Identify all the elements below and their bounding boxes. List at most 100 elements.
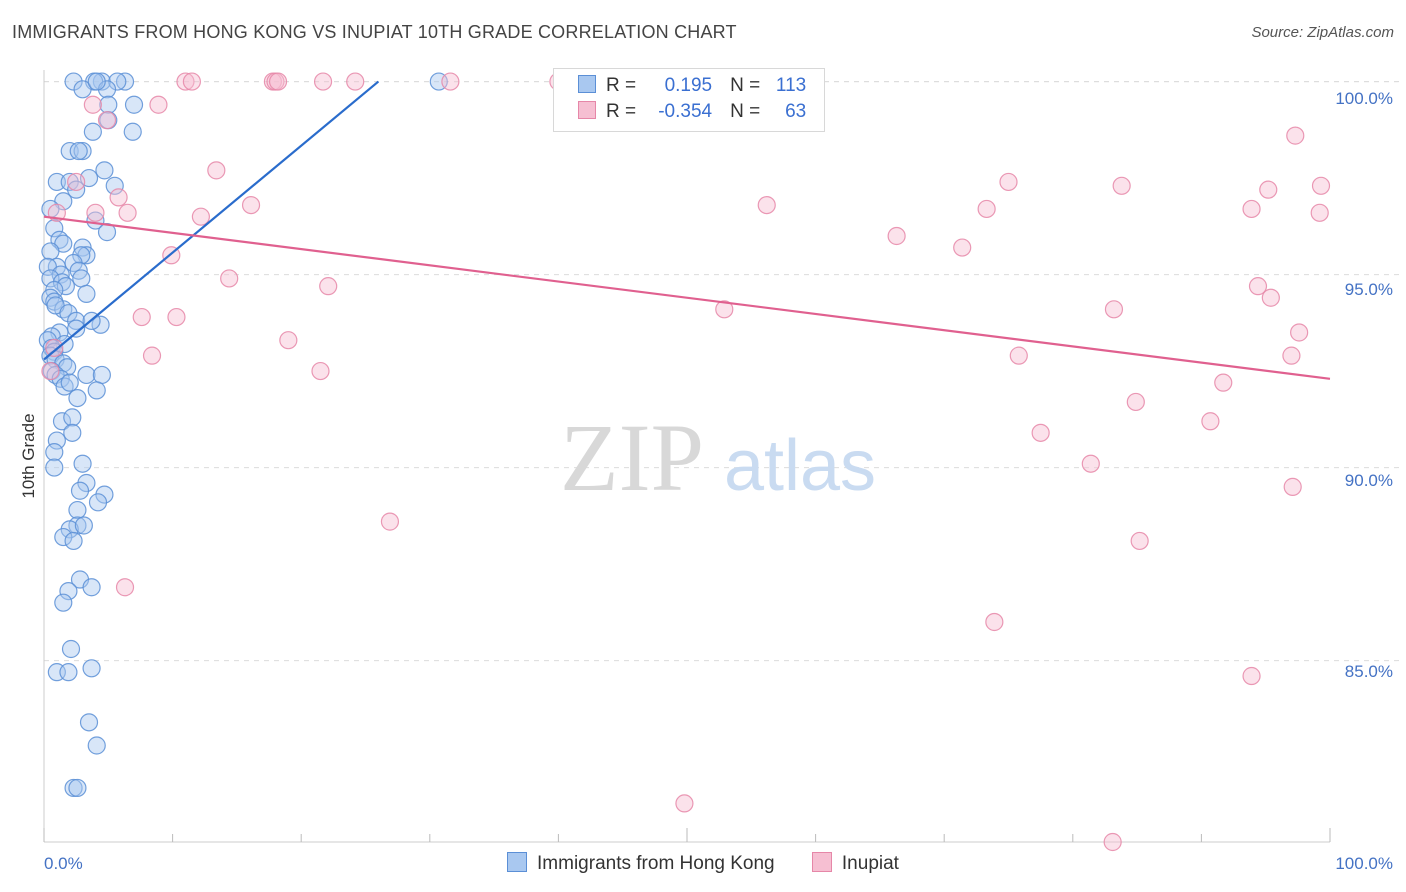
data-points [38, 72, 1331, 852]
point-inupiat [1242, 199, 1261, 219]
point-hong-kong [68, 389, 87, 408]
point-inupiat [953, 238, 972, 257]
point-hong-kong [67, 311, 86, 330]
point-hong-kong [123, 122, 142, 141]
point-inupiat [118, 203, 137, 222]
point-inupiat [346, 72, 365, 91]
legend-swatch-pink [578, 101, 596, 119]
point-inupiat [1112, 176, 1131, 195]
point-inupiat [1283, 477, 1302, 496]
point-inupiat [1259, 180, 1278, 199]
point-hong-kong [54, 527, 73, 547]
point-inupiat [97, 111, 117, 130]
point-inupiat [241, 196, 261, 215]
point-hong-kong [115, 72, 135, 91]
axes [43, 70, 1331, 843]
gridlines [44, 81, 1400, 662]
point-inupiat [67, 172, 86, 192]
point-hong-kong [45, 458, 64, 477]
legend-r-label: R = [606, 75, 637, 96]
point-hong-kong [60, 373, 79, 392]
point-inupiat [41, 361, 60, 381]
legend-r-value: 0.195 [664, 75, 713, 96]
point-hong-kong [47, 431, 66, 450]
point-hong-kong [59, 304, 78, 323]
point-inupiat [1248, 277, 1268, 296]
point-inupiat [1310, 203, 1329, 222]
point-hong-kong [61, 639, 81, 659]
point-hong-kong [45, 219, 64, 238]
point-hong-kong [72, 246, 91, 265]
point-inupiat [441, 72, 460, 91]
point-inupiat [999, 172, 1018, 192]
point-hong-kong [105, 176, 124, 195]
point-hong-kong [82, 578, 101, 597]
point-inupiat [83, 95, 102, 114]
point-hong-kong [83, 122, 102, 141]
legend-r-label: R = [606, 101, 637, 122]
point-inupiat [149, 95, 168, 114]
point-inupiat [1009, 346, 1028, 365]
point-inupiat [311, 361, 330, 381]
point-inupiat [220, 269, 239, 288]
point-inupiat [167, 307, 186, 327]
point-inupiat [1214, 373, 1233, 392]
point-inupiat [142, 346, 162, 365]
point-hong-kong [79, 713, 99, 732]
point-inupiat [985, 612, 1004, 632]
point-hong-kong [87, 72, 106, 91]
point-inupiat [675, 794, 694, 813]
point-hong-kong [52, 412, 72, 431]
chart-title: IMMIGRANTS FROM HONG KONG VS INUPIAT 10T… [12, 22, 737, 42]
watermark: ZIP atlas [560, 404, 876, 511]
point-inupiat [279, 331, 298, 350]
point-hong-kong [92, 365, 111, 385]
legend-swatch-blue [578, 75, 596, 93]
point-hong-kong [82, 659, 101, 678]
legend-row-inupiat: R = -0.354 N = 63 [578, 101, 806, 127]
point-inupiat [1103, 832, 1122, 852]
bottom-legend-item-hong-kong[interactable]: Immigrants from Hong Kong [507, 852, 775, 875]
point-inupiat [1031, 423, 1050, 442]
point-hong-kong [64, 531, 83, 551]
point-hong-kong [88, 493, 108, 512]
bottom-legend-swatch-blue [507, 852, 528, 872]
point-hong-kong [77, 365, 96, 385]
bottom-legend-swatch-pink [811, 852, 832, 872]
point-inupiat [1130, 531, 1149, 551]
point-hong-kong [99, 95, 118, 114]
y-tick-label-95: 95.0% [1345, 280, 1393, 299]
point-hong-kong [67, 180, 86, 199]
point-inupiat [176, 72, 195, 91]
bottom-legend-label: Inupiat [841, 853, 899, 874]
point-inupiat [1311, 176, 1331, 195]
point-hong-kong [56, 277, 75, 296]
point-hong-kong [73, 141, 92, 161]
point-inupiat [268, 72, 288, 91]
watermark-atlas: atlas [724, 426, 876, 506]
point-hong-kong [41, 242, 60, 261]
point-hong-kong [73, 80, 92, 99]
point-hong-kong [68, 500, 87, 520]
point-inupiat [715, 300, 734, 319]
point-hong-kong [63, 423, 82, 442]
point-inupiat [86, 203, 105, 222]
point-hong-kong [95, 161, 114, 180]
watermark-zip: ZIP [560, 404, 704, 511]
point-inupiat [313, 72, 333, 91]
point-hong-kong [87, 736, 106, 755]
legend-n-label: N = [730, 75, 761, 96]
trend-line-hong-kong [43, 80, 380, 361]
point-inupiat [1201, 412, 1220, 431]
point-inupiat [115, 578, 135, 597]
bottom-legend: Immigrants from Hong Kong Inupiat [0, 852, 1406, 875]
trend-lines [43, 80, 1331, 380]
legend-n-value: 113 [775, 75, 807, 96]
point-inupiat [1081, 454, 1100, 473]
bottom-legend-item-inupiat[interactable]: Inupiat [811, 852, 899, 875]
point-inupiat [207, 161, 226, 180]
point-inupiat [1242, 666, 1261, 686]
point-hong-kong [72, 269, 91, 288]
point-hong-kong [124, 95, 144, 114]
